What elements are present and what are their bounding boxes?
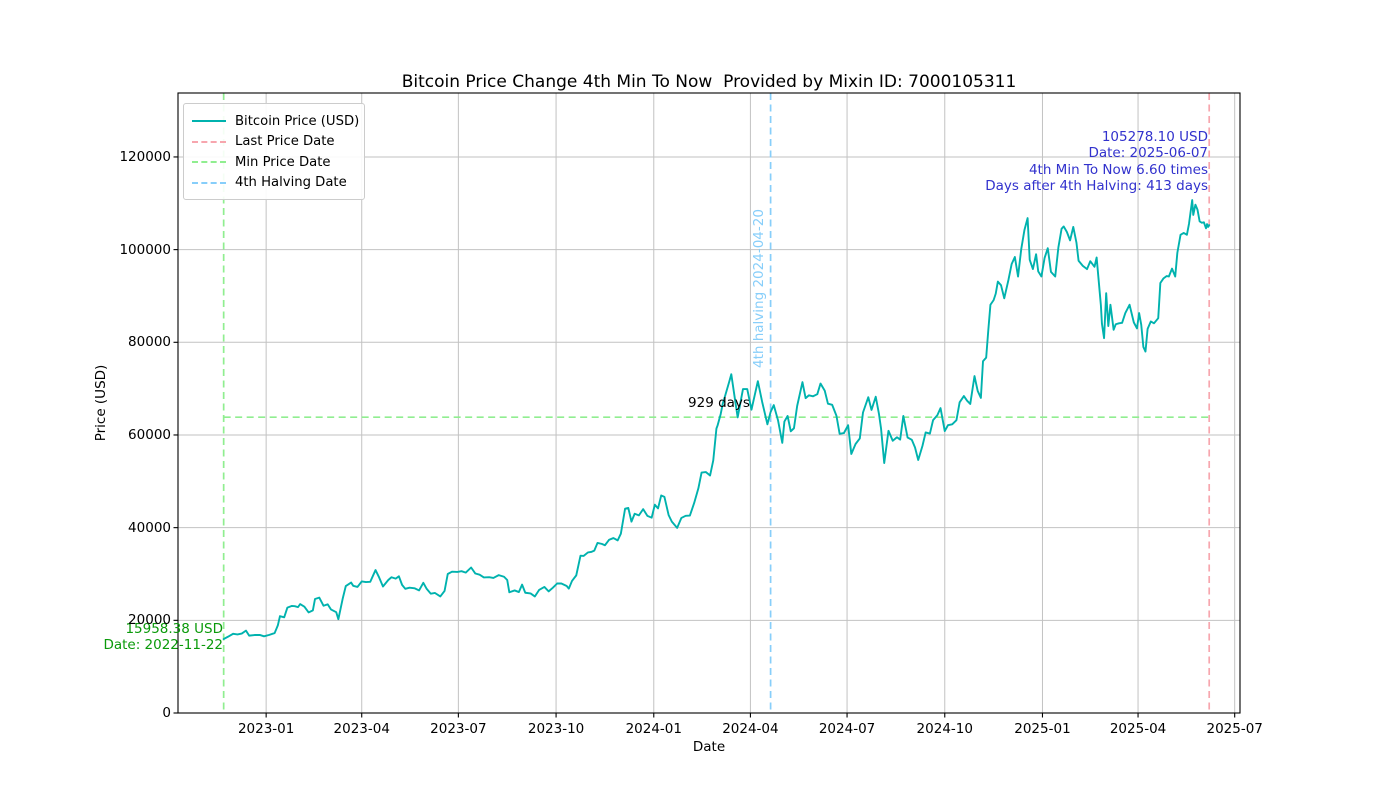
x-tick-label: 2023-07 <box>430 721 487 737</box>
legend-row-bitcoin-price: Bitcoin Price (USD) <box>192 111 359 132</box>
last-price-annotation: 105278.10 USD Date: 2025-06-07 4th Min T… <box>985 129 1208 194</box>
last-price-date-line-sample <box>192 140 226 143</box>
min-price-date-line-sample <box>192 161 226 164</box>
x-tick-label: 2025-01 <box>1014 721 1071 737</box>
halving-rotated-label: 4th halving 2024-04-20 <box>751 209 767 368</box>
x-tick-label: 2024-01 <box>625 721 682 737</box>
legend: Bitcoin Price (USD) Last Price Date Min … <box>183 103 365 200</box>
legend-row-min-price-date: Min Price Date <box>192 152 354 173</box>
days-after-halving: Days after 4th Halving: 413 days <box>985 177 1208 194</box>
x-tick-label: 2024-04 <box>722 721 779 737</box>
y-tick-label: 20000 <box>128 612 171 629</box>
x-tick-label: 2024-10 <box>916 721 973 737</box>
legend-row-4th-halving-date: 4th Halving Date <box>192 173 354 194</box>
legend-label: 4th Halving Date <box>235 175 347 191</box>
y-tick-label: 100000 <box>119 241 171 258</box>
legend-label: Min Price Date <box>235 154 331 170</box>
x-tick-label: 2023-04 <box>333 721 390 737</box>
x-tick-label: 2023-01 <box>237 721 295 737</box>
legend-row-last-price-date: Last Price Date <box>192 132 354 153</box>
y-tick-label: 0 <box>162 705 171 721</box>
y-tick-label: 40000 <box>128 519 171 536</box>
y-tick-label: 120000 <box>119 148 171 165</box>
min-price-annotation: 15958.38 USD Date: 2022-11-22 <box>103 621 223 653</box>
min-to-now-multiple: 4th Min To Now 6.60 times <box>1028 161 1208 178</box>
last-price-value: 105278.10 USD <box>1101 129 1208 145</box>
chart-title: Bitcoin Price Change 4th Min To Now Prov… <box>401 72 1017 92</box>
x-axis-label: Date <box>692 739 726 755</box>
last-price-date: Date: 2025-06-07 <box>1088 145 1208 162</box>
min-price-value: 15958.38 USD <box>125 621 223 637</box>
legend-label: Last Price Date <box>235 134 335 150</box>
x-tick-label: 2023-10 <box>527 721 585 737</box>
x-tick-label: 2025-04 <box>1109 721 1167 737</box>
x-tick-label: 2024-07 <box>818 721 876 737</box>
x-tick-label: 2025-07 <box>1206 721 1263 737</box>
span-days-annotation: 929 days <box>688 395 750 411</box>
y-tick-label: 60000 <box>128 426 171 443</box>
halving-date-line-sample <box>192 181 226 184</box>
y-tick-label: 80000 <box>128 334 171 351</box>
min-price-date: Date: 2022-11-22 <box>103 637 223 653</box>
legend-label: Bitcoin Price (USD) <box>235 113 360 129</box>
bitcoin-price-line-sample <box>192 120 226 123</box>
